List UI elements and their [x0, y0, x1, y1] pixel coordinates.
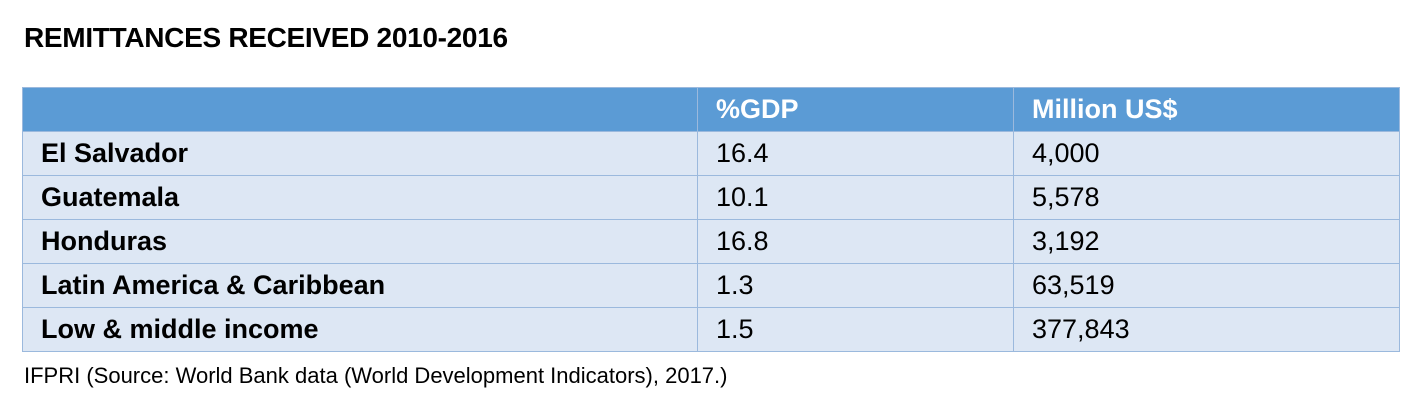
cell-gdp-pct: 10.1 — [697, 175, 1014, 220]
table-row: Latin America & Caribbean 1.3 63,519 — [22, 263, 1400, 308]
cell-country: Honduras — [22, 219, 698, 264]
cell-gdp-pct: 1.3 — [697, 263, 1014, 308]
cell-country: El Salvador — [22, 131, 698, 176]
page-title: REMITTANCES RECEIVED 2010-2016 — [24, 22, 508, 53]
cell-million-usd: 377,843 — [1013, 307, 1400, 352]
cell-million-usd: 3,192 — [1013, 219, 1400, 264]
header-million-usd: Million US$ — [1013, 87, 1400, 132]
cell-gdp-pct: 1.5 — [697, 307, 1014, 352]
table-body: El Salvador 16.4 4,000 Guatemala 10.1 5,… — [22, 131, 1400, 352]
cell-gdp-pct: 16.4 — [697, 131, 1014, 176]
cell-country: Guatemala — [22, 175, 698, 220]
table-header: %GDP Million US$ — [22, 87, 1400, 132]
cell-country: Latin America & Caribbean — [22, 263, 698, 308]
header-row: %GDP Million US$ — [22, 87, 1400, 132]
cell-million-usd: 4,000 — [1013, 131, 1400, 176]
table-row: Honduras 16.8 3,192 — [22, 219, 1400, 264]
cell-gdp-pct: 16.8 — [697, 219, 1014, 264]
table-row: Low & middle income 1.5 377,843 — [22, 307, 1400, 352]
table-row: El Salvador 16.4 4,000 — [22, 131, 1400, 176]
remittances-table: %GDP Million US$ El Salvador 16.4 4,000 … — [22, 87, 1400, 352]
cell-country: Low & middle income — [22, 307, 698, 352]
header-gdp-pct: %GDP — [697, 87, 1014, 132]
source-footnote: IFPRI (Source: World Bank data (World De… — [24, 363, 728, 388]
cell-million-usd: 5,578 — [1013, 175, 1400, 220]
cell-million-usd: 63,519 — [1013, 263, 1400, 308]
table-row: Guatemala 10.1 5,578 — [22, 175, 1400, 220]
remittances-table-container: %GDP Million US$ El Salvador 16.4 4,000 … — [22, 87, 1400, 352]
header-country — [22, 87, 698, 132]
